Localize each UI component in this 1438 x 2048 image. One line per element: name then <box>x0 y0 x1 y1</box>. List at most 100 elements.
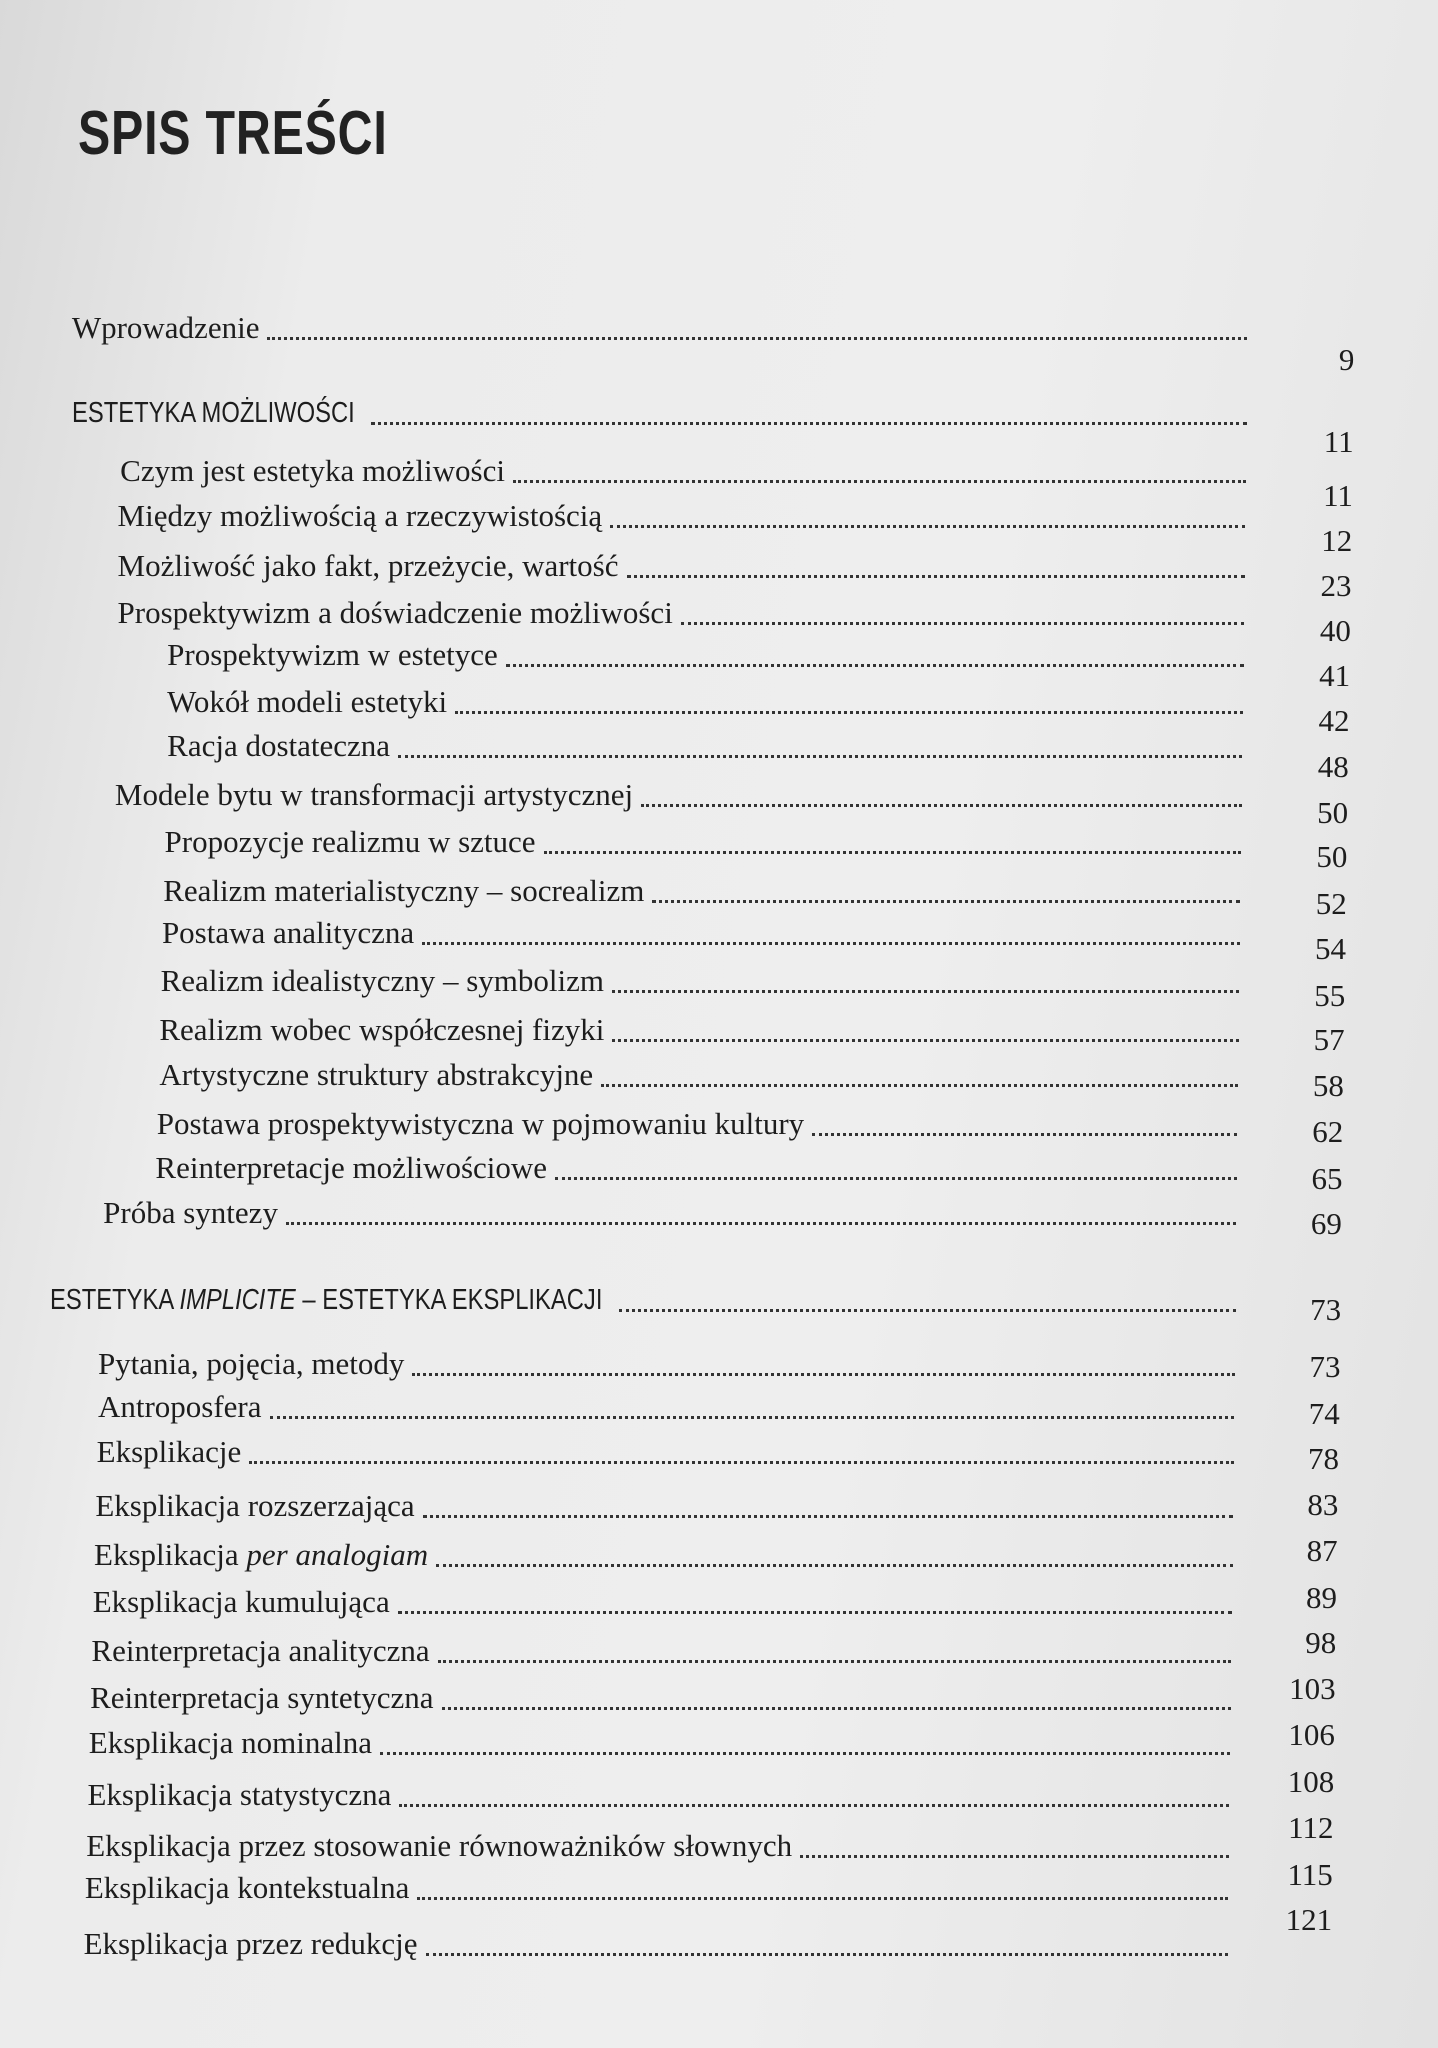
dot-leader <box>812 1132 1238 1136</box>
toc-entry: Eksplikacja statystyczna <box>88 1773 1230 1813</box>
entry-title-part: Eksplikacja przez redukcję <box>83 1925 418 1961</box>
toc-entry: Eksplikacja nominalna <box>88 1721 1231 1761</box>
dot-leader <box>422 1515 1234 1519</box>
page-number: 55 <box>1314 977 1346 1013</box>
toc-entry: Eksplikacja kontekstualna <box>84 1866 1229 1906</box>
page-number: 48 <box>1317 749 1349 785</box>
toc-entry: Pytania, pojęcia, metody <box>98 1342 1235 1382</box>
dot-leader <box>512 479 1246 483</box>
page-number: 98 <box>1305 1625 1337 1661</box>
toc-entry: Eksplikacja przez redukcję <box>84 1922 1228 1962</box>
page-number: 106 <box>1288 1716 1335 1752</box>
page-number: 115 <box>1287 1856 1333 1892</box>
entry-title: Realizm idealistyczny – symbolizm <box>161 963 612 999</box>
dot-leader <box>417 1896 1229 1900</box>
entry-title-part: Racja dostateczna <box>167 728 391 764</box>
page-number: 9 <box>1338 341 1355 377</box>
entry-title-part: Wprowadzenie <box>71 310 260 346</box>
page-number: 69 <box>1310 1206 1342 1242</box>
section-heading: ESTETYKA MOŻLIWOŚCI <box>72 395 361 431</box>
entry-title: Reinterpretacja analityczna <box>91 1633 437 1669</box>
entry-title: Postawa analityczna <box>162 915 422 951</box>
entry-title-part: IMPLICITE <box>179 1284 296 1317</box>
page-title: SPIS TREŚCI <box>78 99 388 168</box>
toc-entry: Realizm wobec współczesnej fizyki <box>159 1008 1239 1048</box>
dot-leader <box>397 1610 1232 1614</box>
page-number: 50 <box>1317 794 1349 830</box>
dot-leader <box>618 1309 1236 1313</box>
entry-title-part: Reinterpretacje możliwościowe <box>155 1150 548 1186</box>
dot-leader <box>285 1221 1237 1225</box>
dot-leader <box>267 337 1248 341</box>
entry-title: Modele bytu w transformacji artystycznej <box>115 777 641 813</box>
entry-title: Antroposfera <box>98 1389 270 1425</box>
entry-title-part: Realizm materialistyczny – socrealizm <box>163 873 645 909</box>
toc-entry: Artystyczne struktury abstrakcyjne <box>159 1053 1239 1093</box>
dot-leader <box>641 803 1242 807</box>
dot-leader <box>380 1751 1231 1755</box>
page-number: 89 <box>1305 1579 1337 1615</box>
page-number: 78 <box>1308 1441 1340 1477</box>
page-number: 23 <box>1320 567 1352 603</box>
toc-entry: Postawa prospektywistyczna w pojmowaniu … <box>157 1102 1238 1142</box>
entry-title-part: Eksplikacja rozszerzająca <box>95 1488 415 1524</box>
entry-title-part: Artystyczne struktury abstrakcyjne <box>159 1057 594 1093</box>
entry-title: Między możliwością a rzeczywistością <box>118 498 611 534</box>
page-number: 54 <box>1314 930 1346 966</box>
toc-entry: Reinterpretacja syntetyczna <box>90 1676 1231 1716</box>
entry-title: Prospektywizm a doświadczenie możliwości <box>118 595 681 631</box>
entry-title: Eksplikacja przez stosowanie równoważnik… <box>86 1828 800 1864</box>
entry-title-part: Propozycje realizmu w sztuce <box>164 823 536 859</box>
section-heading: ESTETYKA IMPLICITE – ESTETYKA EKSPLIKACJ… <box>50 1282 609 1318</box>
toc-entry: Eksplikacje <box>97 1430 1234 1470</box>
entry-title: Realizm materialistyczny – socrealizm <box>163 873 652 909</box>
toc-entry: Postawa analityczna <box>162 911 1240 951</box>
entry-title-part: Eksplikacje <box>96 1433 242 1469</box>
entry-title: Postawa prospektywistyczna w pojmowaniu … <box>157 1106 812 1142</box>
page-number: 58 <box>1312 1067 1344 1103</box>
toc-entry: Próba syntezy <box>103 1191 1237 1231</box>
entry-title-part: Próba syntezy <box>103 1194 278 1230</box>
toc-entry: Realizm idealistyczny – symbolizm <box>161 959 1240 999</box>
entry-title-part: Antroposfera <box>97 1389 262 1425</box>
entry-title-part: Realizm idealistyczny – symbolizm <box>160 963 604 999</box>
dot-leader <box>612 990 1240 994</box>
toc-entry: Prospektywizm a doświadczenie możliwości <box>118 591 1245 631</box>
dot-leader <box>505 663 1244 667</box>
entry-title-part: ESTETYKA <box>49 1284 180 1317</box>
entry-title-part: Eksplikacja statystyczna <box>87 1777 392 1813</box>
entry-title-part: – ESTETYKA EKSPLIKACJI <box>295 1284 603 1317</box>
toc-entry: Między możliwością a rzeczywistością <box>118 494 1246 534</box>
entry-title: Eksplikacja kumulująca <box>93 1584 398 1620</box>
entry-title-part: Możliwość jako fakt, przeżycie, wartość <box>117 548 619 584</box>
toc-entry: ESTETYKA MOŻLIWOŚCI <box>72 391 1247 431</box>
entry-title-part: Eksplikacja nominalna <box>88 1724 373 1760</box>
dot-leader <box>422 942 1240 946</box>
entry-title-part: Między możliwością a rzeczywistością <box>117 498 603 534</box>
dot-leader <box>543 850 1242 854</box>
dot-leader <box>555 1177 1237 1181</box>
entry-title-part: Realizm wobec współczesnej fizyki <box>159 1011 605 1047</box>
entry-title: Reinterpretacje możliwościowe <box>155 1150 555 1186</box>
toc-entry: Możliwość jako fakt, przeżycie, wartość <box>118 544 1245 584</box>
entry-title: Pytania, pojęcia, metody <box>98 1346 412 1382</box>
entry-title: Racja dostateczna <box>167 728 398 764</box>
dot-leader <box>612 1038 1239 1042</box>
entry-title-part: Prospektywizm a doświadczenie możliwości <box>117 595 673 631</box>
toc-entry: Wprowadzenie <box>71 306 1248 346</box>
toc-entry: Propozycje realizmu w sztuce <box>165 820 1242 860</box>
page-number: 83 <box>1307 1487 1339 1523</box>
toc-entry: Prospektywizm w estetyce <box>167 633 1244 673</box>
dot-leader <box>800 1854 1229 1858</box>
dot-leader <box>652 900 1241 904</box>
page-number: 11 <box>1323 477 1353 513</box>
page-number: 57 <box>1313 1022 1345 1058</box>
entry-title-part: Eksplikacja kontekstualna <box>84 1869 410 1905</box>
page-number: 41 <box>1319 657 1351 693</box>
dot-leader <box>437 1660 1232 1664</box>
page-number: 73 <box>1310 1292 1342 1328</box>
page-number: 62 <box>1312 1113 1344 1149</box>
dot-leader <box>601 1084 1239 1088</box>
page-number: 87 <box>1306 1532 1338 1568</box>
toc-entry: Eksplikacja rozszerzająca <box>95 1484 1234 1524</box>
